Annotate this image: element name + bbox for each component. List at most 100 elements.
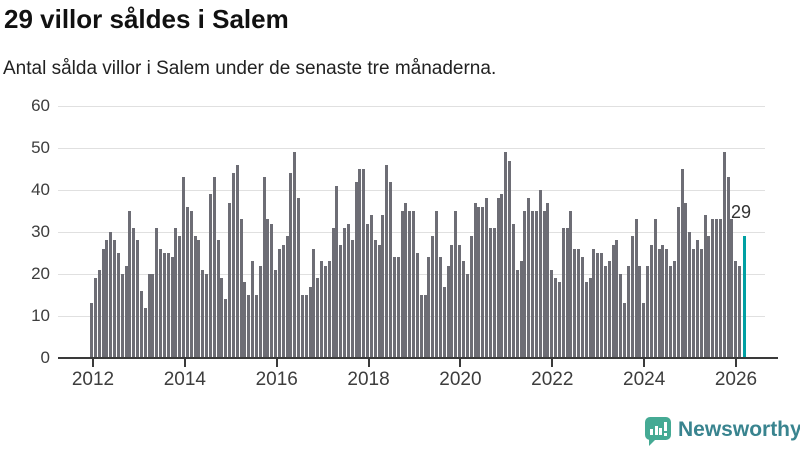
bar [136,240,140,358]
gridline [58,274,765,275]
bar [404,202,408,358]
bar [366,223,370,358]
bar [304,295,308,358]
bar [281,244,285,358]
bar [623,303,627,358]
bar [626,265,630,358]
bar [208,194,212,358]
bar [515,269,519,358]
bar [327,261,331,358]
bar [711,219,715,358]
bar [293,152,297,358]
bar [185,206,189,358]
bar [266,219,270,358]
x-axis-label: 2020 [439,369,482,390]
bar [412,211,416,358]
bar [442,286,446,358]
bar [381,215,385,358]
bar [592,248,596,358]
bar [611,244,615,358]
bar [373,240,377,358]
bar [331,227,335,358]
bar [692,248,696,358]
bar [147,274,151,358]
bar [235,164,239,358]
bar [415,253,419,358]
bar [220,278,224,358]
x-axis-label: 2016 [255,369,298,390]
bar [216,240,220,358]
newsworthy-chart-bubble-icon [645,417,671,446]
bar [446,265,450,358]
newsworthy-logo[interactable]: Newsworthy [644,416,800,448]
bar [638,265,642,358]
bar [369,215,373,358]
bar [182,177,186,358]
bar [477,206,481,358]
bar [584,282,588,358]
bar [300,295,304,358]
bar [458,244,462,358]
bar [603,265,607,358]
bar [308,286,312,358]
bar [205,274,209,358]
bar [346,223,350,358]
bar [335,185,339,358]
bar [511,223,515,358]
bar [615,240,619,358]
bar [396,257,400,358]
x-axis-line [58,357,778,359]
bar [538,190,542,358]
bar [323,265,327,358]
x-axis-tick [734,359,737,367]
bar [197,240,201,358]
chart-subtitle: Antal sålda villor i Salem under de sena… [3,58,497,79]
bar [174,227,178,358]
gridline [58,232,765,233]
bar [542,211,546,358]
bar [224,299,228,358]
bar [159,248,163,358]
bar [554,278,558,358]
bar [596,253,600,358]
bar [688,232,692,358]
bar [254,295,258,358]
bar [178,236,182,358]
bar [454,211,458,358]
bar [504,152,508,358]
bar [534,211,538,358]
bar [392,257,396,358]
bar [569,211,573,358]
bar [116,253,120,358]
bar [408,211,412,358]
highlighted-bar [743,236,747,358]
bar [496,198,500,358]
bar [247,295,251,358]
bar [573,248,577,358]
bar [166,253,170,358]
x-axis-tick [643,359,646,367]
bar [193,236,197,358]
bar [672,261,676,358]
y-axis-label: 50 [31,138,50,157]
bar [354,181,358,358]
bar [101,248,105,358]
bar [423,295,427,358]
bar [377,244,381,358]
bar [427,257,431,358]
bar [680,169,684,358]
bar [358,169,362,358]
bar [699,248,703,358]
chart-title: 29 villor såldes i Salem [4,4,289,34]
bar [734,261,738,358]
bar [600,253,604,358]
bar [124,265,128,358]
x-axis-tick [275,359,278,367]
bar [649,244,653,358]
bar [132,227,136,358]
bar [550,269,554,358]
x-axis-tick [183,359,186,367]
bar [527,198,531,358]
x-axis-tick [459,359,462,367]
